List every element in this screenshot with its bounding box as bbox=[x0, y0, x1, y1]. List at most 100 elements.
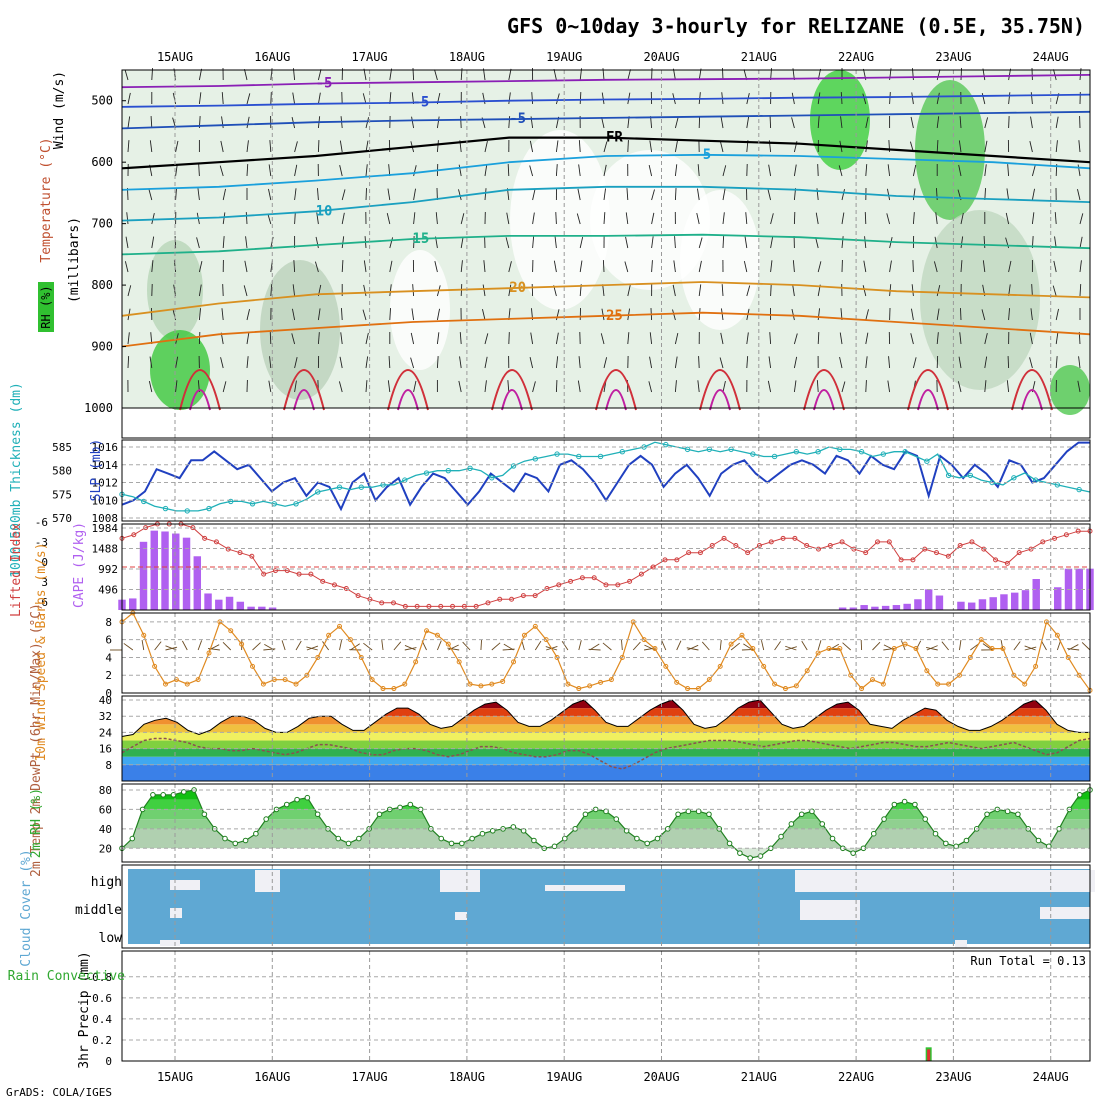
wind-barb bbox=[459, 332, 462, 345]
cape-bar bbox=[935, 595, 944, 610]
wind-barb bbox=[648, 164, 653, 177]
wind-point bbox=[728, 641, 734, 647]
wind-barb bbox=[126, 212, 129, 225]
li-tick: 6 bbox=[41, 596, 48, 609]
surface-wind-barb bbox=[687, 644, 699, 651]
li-point bbox=[1063, 532, 1069, 538]
isotherm-line bbox=[121, 136, 1091, 170]
wind-barb bbox=[933, 261, 938, 273]
rh-point bbox=[829, 835, 836, 842]
wind-barb bbox=[175, 140, 179, 153]
surface-wind-barb bbox=[165, 646, 178, 651]
li-point bbox=[402, 603, 408, 609]
isotherm-line bbox=[709, 389, 731, 411]
wind-barb bbox=[127, 332, 130, 345]
wind-tick: 2 bbox=[105, 669, 112, 682]
cape-bar bbox=[1021, 590, 1030, 610]
chart-title: GFS 0~10day 3-hourly for RELIZANE (0.5E,… bbox=[507, 14, 1085, 38]
wind-barb bbox=[793, 380, 797, 393]
wind-barb bbox=[981, 93, 986, 105]
wind-barb bbox=[315, 236, 319, 249]
cape-bar bbox=[881, 605, 890, 610]
ylabel-cloud: Cloud Cover (%) bbox=[19, 849, 34, 966]
pressure-tick: 500 bbox=[91, 94, 113, 108]
wind-point bbox=[391, 686, 397, 692]
wind-barb bbox=[532, 212, 535, 225]
rh-point bbox=[407, 801, 414, 808]
thickness-point bbox=[510, 463, 517, 469]
li-point bbox=[520, 593, 526, 599]
wind-point bbox=[260, 681, 266, 687]
wind-point bbox=[826, 646, 832, 652]
wind-barb bbox=[982, 260, 986, 273]
surface-wind-barb bbox=[503, 643, 514, 651]
wind-point bbox=[837, 646, 843, 652]
cape-bar bbox=[139, 541, 148, 610]
cape-bar bbox=[193, 556, 202, 610]
wind-barb bbox=[175, 333, 179, 345]
wind-point bbox=[717, 663, 723, 669]
rh-band bbox=[122, 799, 1090, 810]
rh-point bbox=[150, 792, 156, 798]
slp-tick: 1012 bbox=[92, 477, 119, 490]
wind-point bbox=[152, 663, 158, 669]
wind-barb bbox=[960, 260, 963, 273]
wind-barb bbox=[864, 236, 867, 249]
wind-barb bbox=[222, 284, 224, 297]
wind-barb bbox=[317, 332, 320, 345]
cape-bar bbox=[1032, 579, 1040, 610]
wind-point bbox=[163, 681, 169, 687]
wind-point bbox=[195, 677, 201, 683]
rh-tick: 60 bbox=[99, 803, 112, 816]
wind-barb bbox=[910, 116, 914, 129]
wind-barb bbox=[411, 308, 415, 321]
wind-point bbox=[380, 686, 386, 692]
panel-frame bbox=[121, 950, 1091, 1062]
bottom-date-label: 21AUG bbox=[741, 1070, 777, 1084]
wind-barb bbox=[1008, 116, 1010, 129]
rh-point bbox=[984, 811, 990, 818]
wind-point bbox=[1054, 632, 1060, 638]
wind-barb bbox=[768, 356, 772, 369]
wind-barb bbox=[175, 356, 179, 369]
wind-point bbox=[402, 681, 408, 687]
wind-barb bbox=[317, 140, 320, 153]
wind-barb bbox=[148, 189, 153, 201]
wind-barb bbox=[219, 165, 224, 177]
surface-wind-barb bbox=[404, 645, 416, 651]
wind-barb bbox=[984, 380, 987, 393]
li-point bbox=[969, 539, 975, 545]
wind-barb bbox=[793, 356, 798, 369]
wind-barb bbox=[127, 92, 131, 105]
wind-barb bbox=[363, 68, 367, 81]
wind-barb bbox=[1078, 356, 1081, 369]
wind-barb bbox=[365, 117, 370, 129]
rh-point bbox=[562, 835, 568, 842]
wind-point bbox=[935, 681, 941, 687]
temp-band bbox=[122, 756, 1090, 765]
precip-tick: 0.4 bbox=[92, 1013, 112, 1026]
wind-barb bbox=[124, 261, 129, 273]
wind-point bbox=[804, 668, 810, 674]
wind-barb bbox=[960, 308, 962, 321]
wind-barb bbox=[672, 284, 676, 297]
wind-barb bbox=[743, 260, 748, 273]
wind-point bbox=[652, 646, 658, 652]
wind-barb bbox=[1029, 357, 1033, 369]
isotherm-line bbox=[189, 389, 211, 411]
thickness-point bbox=[336, 484, 343, 490]
li-point bbox=[768, 539, 774, 545]
wind-point bbox=[793, 683, 799, 689]
wind-barb bbox=[339, 140, 343, 153]
rh-shading bbox=[510, 130, 610, 310]
li-point bbox=[591, 575, 597, 581]
wind-barb bbox=[1079, 236, 1083, 249]
li-tick: 3 bbox=[41, 576, 48, 589]
wind-barb bbox=[388, 356, 391, 369]
rh-point bbox=[510, 824, 517, 830]
wind-barb bbox=[672, 309, 676, 321]
surface-wind-barb bbox=[1081, 642, 1091, 651]
wind-barb bbox=[151, 213, 155, 225]
rh-point bbox=[253, 830, 259, 837]
li-point bbox=[627, 578, 633, 584]
